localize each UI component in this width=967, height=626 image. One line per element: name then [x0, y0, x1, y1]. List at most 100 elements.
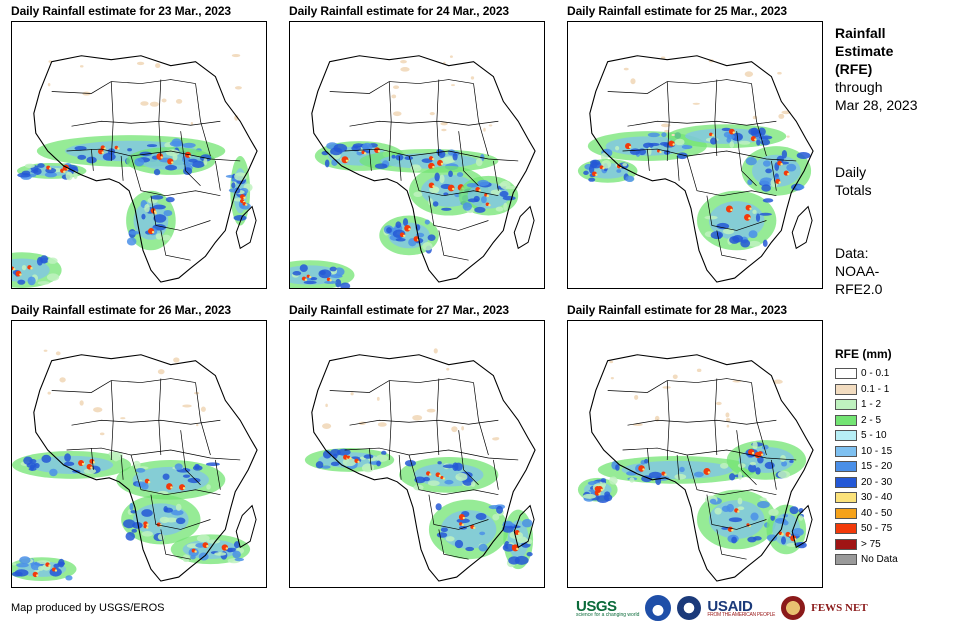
usgs-logo-text: USGS	[576, 598, 617, 615]
rainfall-cell	[27, 276, 36, 286]
heavy-rain-cell	[363, 152, 367, 155]
heavy-rain-cell	[761, 453, 764, 456]
rainfall-cell	[206, 484, 211, 490]
rainfall-cell	[728, 517, 743, 523]
light-rain-cell	[155, 63, 161, 69]
rainfall-cell	[439, 174, 445, 184]
heavy-rain-cell	[732, 131, 735, 134]
heavy-rain-cell	[780, 162, 783, 166]
heavy-rain-cell	[206, 544, 209, 548]
rainfall-cell	[616, 169, 622, 173]
rainfall-cell	[596, 495, 610, 504]
rainfall-cell	[335, 278, 342, 288]
rainfall-cell	[798, 515, 804, 521]
heavy-rain-cell	[81, 462, 85, 466]
light-rain-cell	[634, 394, 639, 400]
rainfall-cell	[526, 551, 533, 557]
heavy-rain-cell	[49, 167, 52, 170]
light-rain-cell	[461, 426, 465, 431]
rainfall-cell	[214, 552, 227, 556]
rainfall-cell	[756, 139, 761, 146]
heavy-rain-cell	[30, 267, 33, 270]
rainfall-cell	[146, 144, 158, 148]
light-rain-cell	[786, 135, 790, 138]
rainfall-cell	[53, 563, 60, 568]
legend-swatch	[835, 492, 857, 504]
rainfall-cell	[28, 173, 37, 178]
light-rain-cell	[79, 400, 84, 406]
rainfall-cell	[492, 513, 500, 521]
rainfall-cell	[203, 157, 208, 166]
light-rain-cell	[426, 408, 436, 413]
rainfall-map	[289, 320, 545, 588]
heavy-rain-cell	[225, 547, 228, 550]
panel-title: Daily Rainfall estimate for 27 Mar., 202…	[289, 303, 510, 317]
country-border	[215, 459, 221, 490]
rainfall-cell	[747, 240, 761, 247]
legend-swatch	[835, 445, 857, 457]
rainfall-cell	[74, 145, 87, 151]
rainfall-cell	[183, 167, 193, 175]
light-rain-cell	[660, 123, 671, 128]
country-border	[428, 195, 489, 231]
rainfall-cell	[159, 516, 170, 524]
rainfall-cell	[757, 127, 766, 136]
rainfall-cell	[615, 145, 620, 151]
light-rain-cell	[692, 102, 700, 105]
rainfall-cell	[710, 231, 723, 240]
rainfall-cell	[424, 219, 430, 225]
rainfall-cell	[128, 230, 140, 235]
rainfall-cell	[427, 480, 440, 486]
country-border	[493, 459, 499, 490]
rainfall-cell	[141, 509, 153, 517]
map-canvas	[577, 354, 814, 582]
rainfall-cell	[191, 160, 205, 169]
legend-swatch	[835, 476, 857, 488]
rainfall-cell	[761, 444, 769, 450]
rainfall-cell	[422, 241, 433, 251]
rainfall-area	[708, 201, 765, 240]
usaid-logo-text: USAID	[707, 598, 753, 615]
country-border	[622, 447, 797, 461]
heavy-rain-cell	[642, 468, 645, 471]
rainfall-cell	[781, 536, 786, 545]
heavy-rain-cell	[438, 474, 442, 477]
rainfall-cell	[428, 198, 433, 206]
heavy-rain-cell	[245, 203, 248, 206]
rainfall-cell	[470, 481, 476, 488]
rainfall-cell	[330, 274, 343, 279]
light-rain-cell	[350, 392, 354, 396]
country-border	[388, 380, 392, 460]
rainfall-cell	[720, 462, 729, 469]
rainfall-cell	[413, 191, 423, 197]
rainfall-cell	[196, 534, 210, 543]
rainfall-cell	[47, 257, 58, 264]
rainfall-cell	[108, 451, 119, 457]
rainfall-cell	[150, 195, 164, 200]
rainfall-cell	[155, 233, 163, 240]
heavy-rain-cell	[440, 162, 444, 166]
light-rain-cell	[55, 351, 61, 356]
map-canvas	[12, 53, 258, 288]
rainfall-cell	[526, 538, 533, 545]
heavy-rain-cell	[117, 147, 120, 150]
country-border	[344, 148, 519, 162]
rainfall-cell	[127, 148, 132, 152]
map-canvas	[290, 55, 536, 288]
side-totals: Daily Totals	[835, 163, 872, 199]
heavy-rain-cell	[787, 172, 790, 176]
africa-coastline	[589, 55, 814, 283]
rainfall-cell	[162, 473, 170, 481]
rainfall-cell	[502, 524, 514, 533]
country-border	[160, 230, 191, 261]
light-rain-cell	[175, 99, 183, 104]
rainfall-cell	[41, 454, 52, 463]
rainfall-cell	[336, 448, 351, 456]
rainfall-cell	[750, 512, 759, 521]
rainfall-cell	[432, 201, 439, 207]
rainfall-cell	[455, 472, 468, 481]
legend-swatch	[835, 554, 857, 566]
heavy-rain-cell	[147, 480, 151, 484]
light-rain-cell	[412, 414, 423, 421]
light-rain-cell	[93, 407, 103, 413]
